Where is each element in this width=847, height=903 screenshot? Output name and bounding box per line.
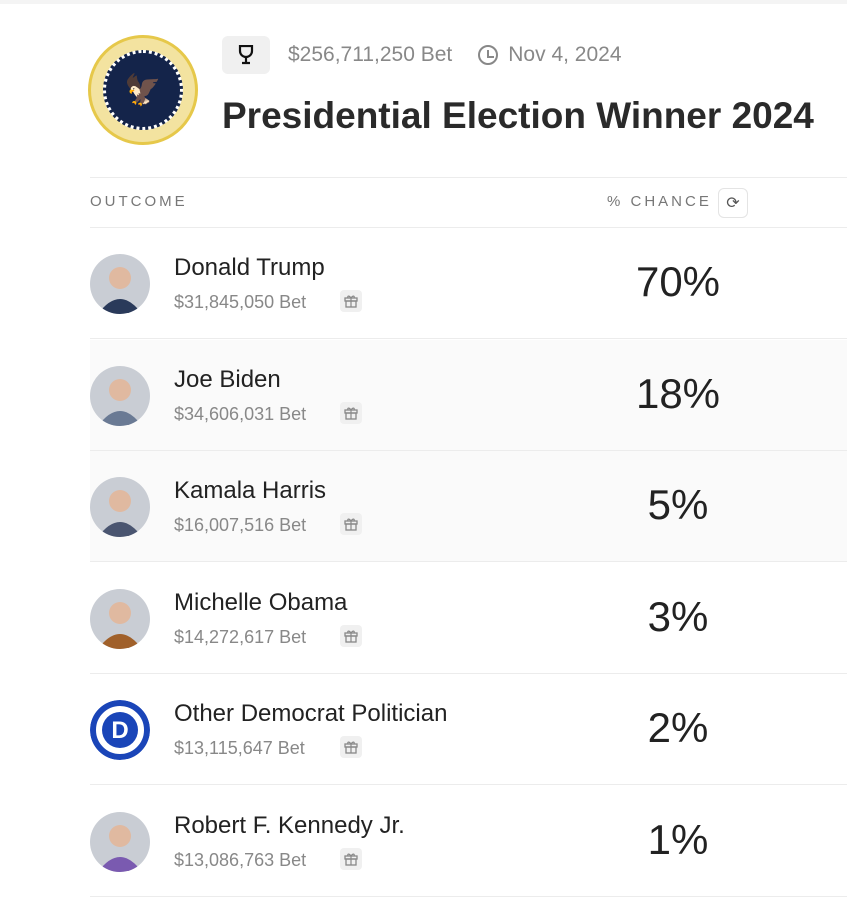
column-header-outcome: OUTCOME	[90, 193, 188, 210]
candidate-avatar	[90, 811, 150, 872]
outcome-name[interactable]: Donald Trump	[174, 254, 325, 281]
candidate-avatar	[90, 254, 150, 314]
gift-icon[interactable]	[340, 847, 362, 870]
outcome-name[interactable]: Robert F. Kennedy Jr.	[174, 811, 405, 839]
outcome-chance: 1%	[647, 815, 709, 863]
presidential-seal-logo: 🦅	[88, 35, 198, 145]
outcome-row[interactable]: D Other Democrat Politician $13,115,647 …	[90, 674, 847, 785]
candidate-avatar	[90, 477, 150, 537]
column-header-chance: % CHANCE	[607, 193, 712, 210]
outcome-row[interactable]: Joe Biden $34,606,031 Bet 18%	[90, 339, 847, 451]
gift-icon[interactable]	[340, 290, 362, 312]
trophy-icon[interactable]	[222, 36, 270, 74]
top-divider	[0, 0, 847, 4]
outcome-row[interactable]: Kamala Harris $16,007,516 Bet 5%	[90, 451, 847, 562]
gift-icon[interactable]	[340, 401, 362, 424]
total-bet: $256,711,250 Bet	[288, 43, 453, 66]
outcome-row[interactable]: Robert F. Kennedy Jr. $13,086,763 Bet 1%	[90, 786, 847, 897]
democrat-logo-avatar: D	[90, 700, 150, 760]
outcome-bet: $13,115,647 Bet	[174, 738, 305, 758]
refresh-button[interactable]: ⟳	[718, 188, 748, 218]
outcome-bet: $31,845,050 Bet	[174, 292, 307, 312]
svg-text:D: D	[111, 717, 128, 744]
market-date: Nov 4, 2024	[508, 43, 622, 66]
outcome-name[interactable]: Joe Biden	[174, 365, 281, 393]
gift-icon[interactable]	[340, 513, 362, 535]
clock-icon	[478, 45, 499, 65]
outcome-bet: $16,007,516 Bet	[174, 515, 307, 535]
candidate-avatar	[90, 365, 150, 426]
outcome-bet: $13,086,763 Bet	[174, 849, 307, 870]
outcome-chance: 18%	[635, 369, 721, 417]
divider	[90, 227, 847, 228]
market-meta: $256,711,250 Bet Nov 4, 2024	[222, 36, 622, 74]
gift-icon[interactable]	[340, 736, 362, 758]
outcome-row[interactable]: Donald Trump $31,845,050 Bet 70%	[90, 228, 847, 339]
divider	[90, 177, 847, 178]
outcome-chance: 70%	[635, 258, 721, 305]
outcome-bet: $14,272,617 Bet	[174, 626, 307, 647]
outcome-name[interactable]: Other Democrat Politician	[174, 700, 448, 727]
outcome-name[interactable]: Kamala Harris	[174, 477, 327, 504]
outcome-row[interactable]: Michelle Obama $14,272,617 Bet 3%	[90, 563, 847, 674]
candidate-avatar	[90, 588, 150, 649]
page-title: Presidential Election Winner 2024	[222, 95, 814, 136]
eagle-icon: 🦅	[103, 50, 183, 130]
gift-icon[interactable]	[340, 624, 362, 647]
outcome-chance: 5%	[647, 481, 709, 528]
outcome-chance: 2%	[647, 704, 709, 751]
outcome-chance: 3%	[647, 592, 709, 640]
outcome-bet: $34,606,031 Bet	[174, 403, 307, 424]
outcome-name[interactable]: Michelle Obama	[174, 588, 348, 616]
refresh-icon: ⟳	[726, 195, 740, 212]
